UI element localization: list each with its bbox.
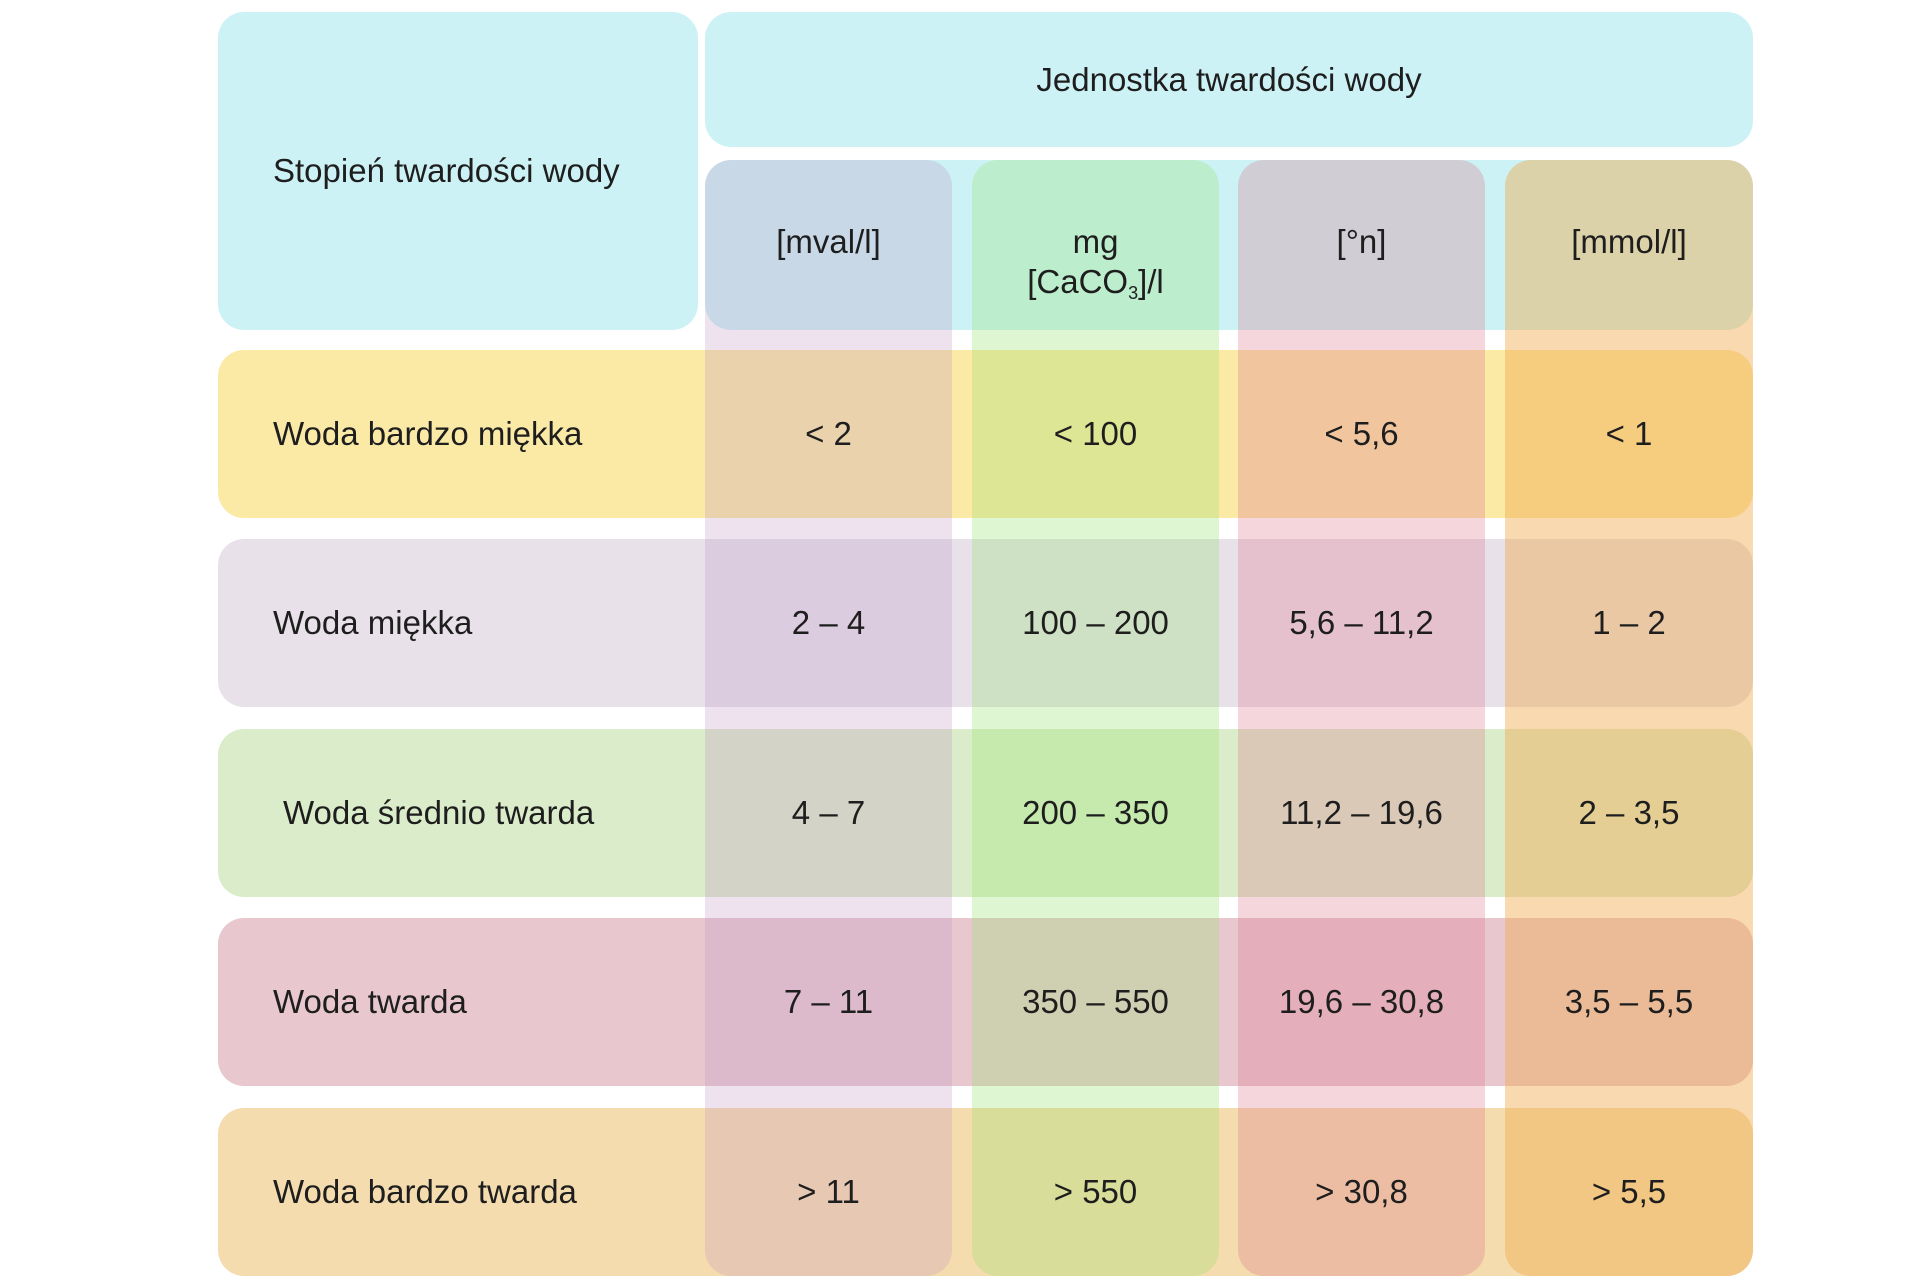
table-cell: 4 – 7 bbox=[791, 794, 866, 832]
column-bg-degree-n bbox=[1238, 160, 1485, 1276]
table-cell: > 5,5 bbox=[1591, 1173, 1667, 1211]
table-cell: 1 – 2 bbox=[1592, 604, 1666, 642]
row-bg-soft bbox=[218, 539, 1753, 707]
table-cell: < 5,6 bbox=[1324, 415, 1399, 453]
unit-header-mg-caco3: mg [CaCO3]/l bbox=[972, 160, 1219, 320]
unit-header-mval: [mval/l] bbox=[705, 160, 952, 320]
corner-header-label: Stopień twardości wody bbox=[218, 12, 698, 330]
column-bg-mval bbox=[705, 160, 952, 1276]
group-header-text: Jednostka twardości wody bbox=[1036, 60, 1422, 98]
unit-header-band bbox=[705, 160, 1753, 330]
group-header-label: Jednostka twardości wody bbox=[705, 12, 1753, 147]
column-bg-mmol bbox=[1505, 160, 1753, 1276]
corner-header-text: Stopień twardości wody bbox=[273, 152, 620, 190]
table-cell: 11,2 – 19,6 bbox=[1280, 794, 1443, 832]
row-label: Woda twarda bbox=[273, 983, 467, 1021]
table-cell: > 550 bbox=[1053, 1173, 1138, 1211]
unit-mg-line2: [CaCO3]/l bbox=[1027, 262, 1164, 303]
unit-header-degree-n: [°n] bbox=[1238, 160, 1485, 320]
unit-mmol-text: [mmol/l] bbox=[1571, 223, 1687, 260]
unit-header-mmol: [mmol/l] bbox=[1505, 160, 1753, 320]
table-cell: > 11 bbox=[797, 1173, 860, 1211]
table-cell: 19,6 – 30,8 bbox=[1278, 983, 1445, 1021]
table-cell: 2 – 4 bbox=[791, 604, 866, 642]
unit-mval-text: [mval/l] bbox=[776, 223, 881, 260]
table-cell: < 100 bbox=[1053, 415, 1138, 453]
table-cell: 100 – 200 bbox=[1022, 604, 1169, 642]
row-label: Woda bardzo miękka bbox=[273, 415, 583, 453]
group-header-cell bbox=[705, 12, 1753, 147]
unit-n-text: [°n] bbox=[1336, 223, 1387, 260]
row-label: Woda bardzo twarda bbox=[273, 1173, 577, 1211]
row-bg-very-soft bbox=[218, 350, 1753, 518]
table-cell: 350 – 550 bbox=[1022, 983, 1169, 1021]
table-cell: 3,5 – 5,5 bbox=[1564, 983, 1694, 1021]
table-cell: < 2 bbox=[805, 415, 852, 453]
table-cell: < 1 bbox=[1605, 415, 1653, 453]
row-bg-very-hard bbox=[218, 1108, 1753, 1276]
table-cell: 2 – 3,5 bbox=[1578, 794, 1680, 832]
row-label: Woda średnio twarda bbox=[283, 794, 595, 832]
table-cell: 7 – 11 bbox=[783, 983, 874, 1021]
table-cell: 5,6 – 11,2 bbox=[1289, 604, 1434, 642]
table-cell: 200 – 350 bbox=[1022, 794, 1169, 832]
unit-mg-line1: mg bbox=[1072, 223, 1119, 260]
row-bg-medium bbox=[218, 729, 1753, 897]
corner-header-cell bbox=[218, 12, 698, 330]
row-label: Woda miękka bbox=[273, 604, 473, 642]
row-bg-hard bbox=[218, 918, 1753, 1086]
column-bg-mg-caco3 bbox=[972, 160, 1219, 1276]
table-cell: > 30,8 bbox=[1315, 1173, 1408, 1211]
